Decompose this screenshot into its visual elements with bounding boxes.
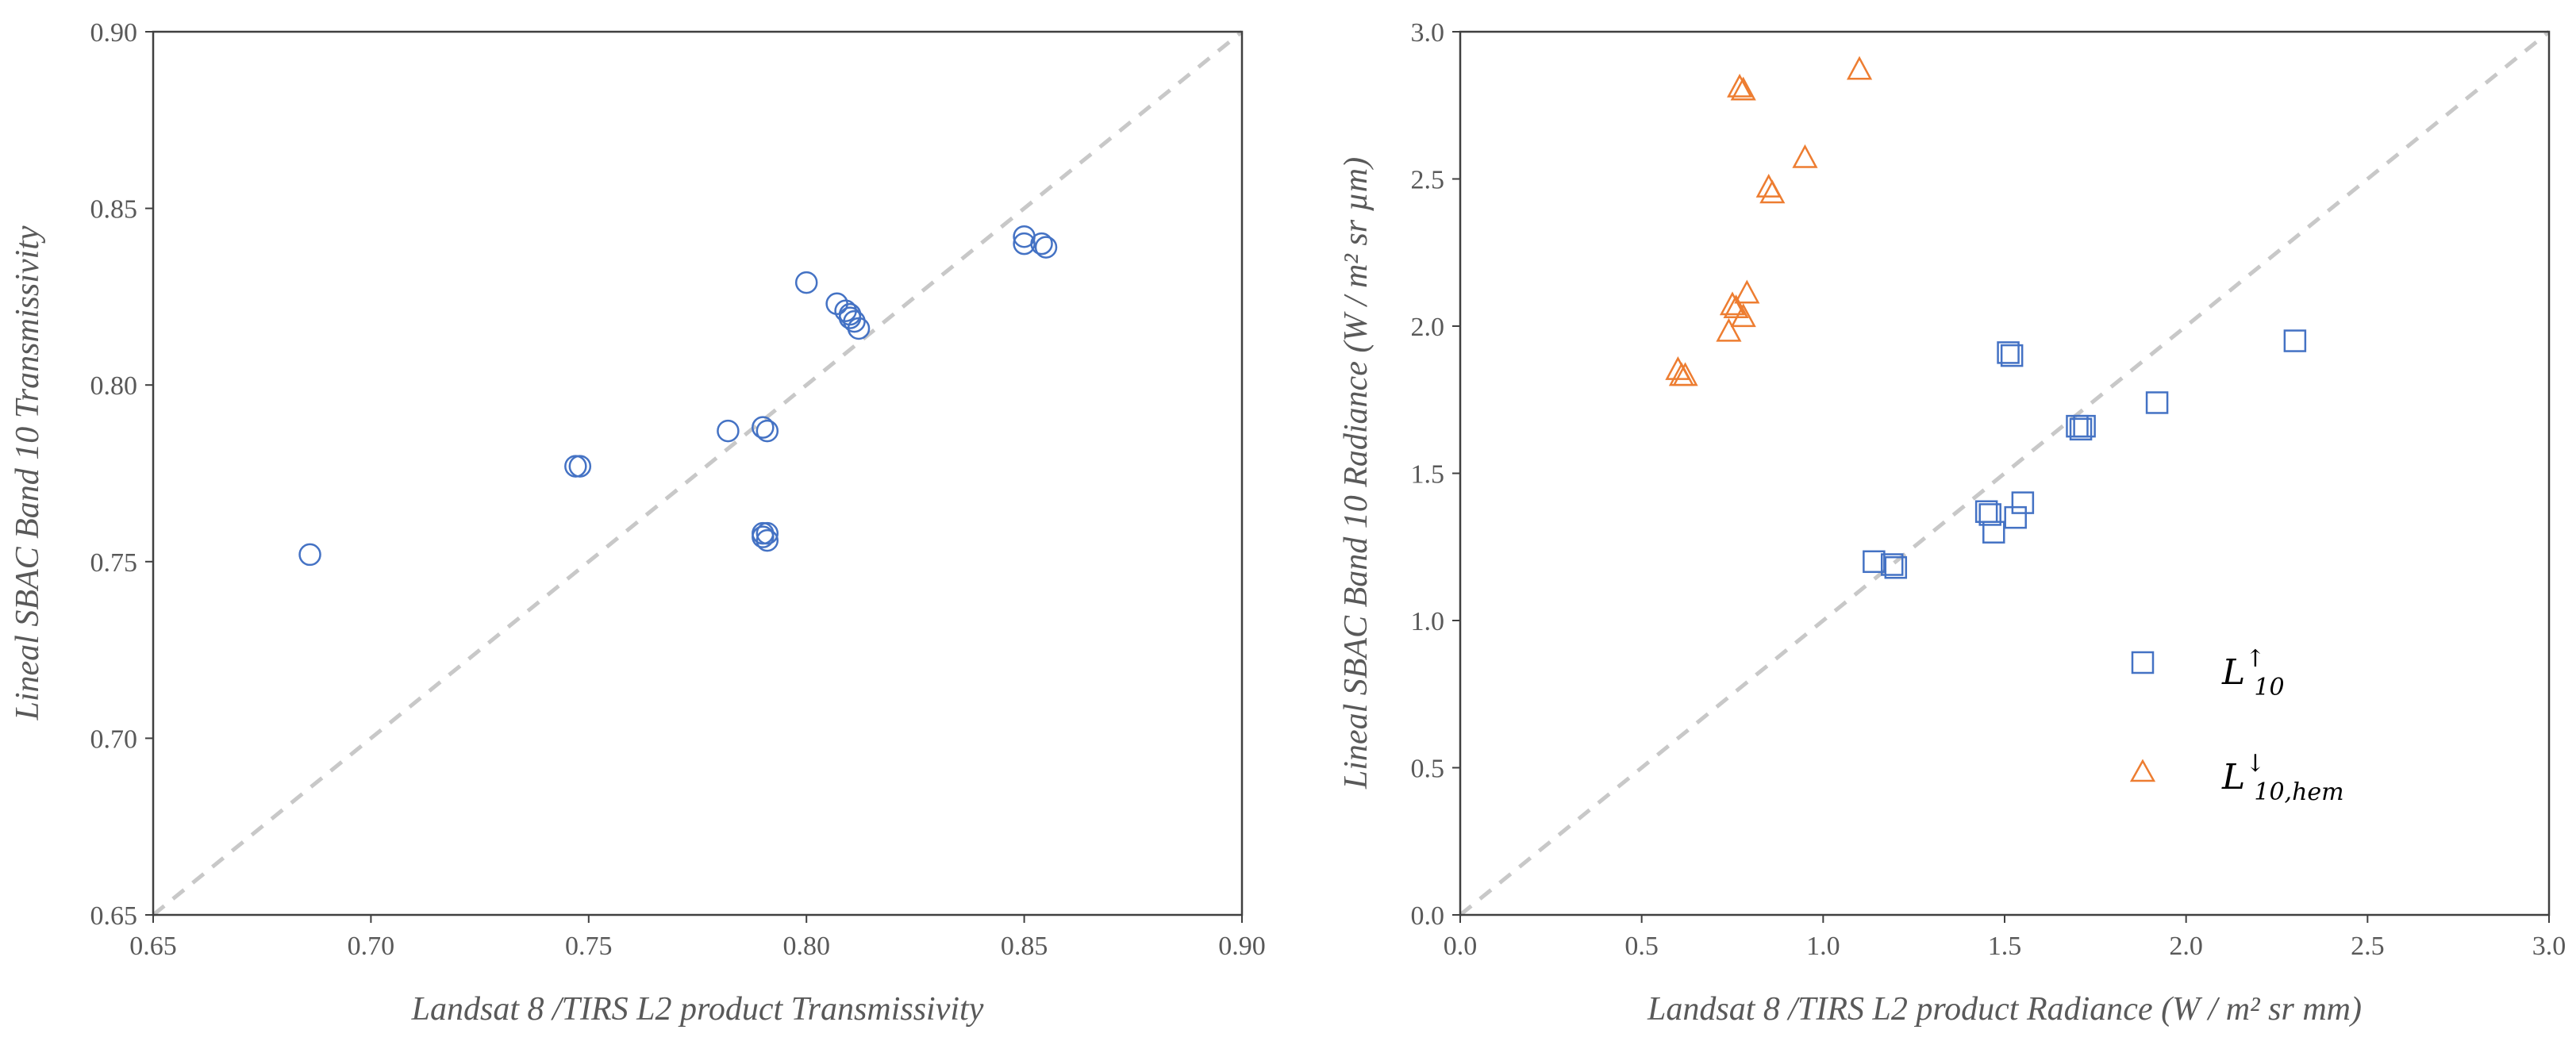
data-point-triangle bbox=[1727, 73, 1753, 98]
data-point-circle bbox=[755, 521, 779, 545]
data-point-triangle bbox=[1792, 144, 1818, 168]
y-tick-label: 1.0 bbox=[1411, 607, 1445, 636]
plot-frame bbox=[152, 30, 1244, 916]
x-tick-label: 2.0 bbox=[2169, 932, 2203, 961]
data-points bbox=[1665, 56, 2307, 579]
data-point-square bbox=[1982, 521, 2005, 544]
data-point-triangle bbox=[1672, 362, 1698, 386]
x-tick-group: 0.65 0.70 0.75 0.80 0.85 0.90 bbox=[129, 915, 1266, 961]
data-point-triangle bbox=[1846, 56, 1873, 80]
data-point-square bbox=[2000, 344, 2024, 367]
data-point-triangle bbox=[1730, 76, 1756, 101]
x-tick-label: 1.0 bbox=[1806, 932, 1840, 961]
x-tick-label: 0.75 bbox=[565, 932, 613, 961]
data-point-circle bbox=[564, 455, 587, 478]
data-point-circle bbox=[717, 419, 740, 443]
data-point-circle bbox=[1013, 232, 1036, 256]
data-point-circle bbox=[755, 419, 779, 443]
x-tick-label: 0.80 bbox=[782, 932, 830, 961]
y-axis-title: Lineal SBAC Band 10 Radiance (W / m² sr … bbox=[1338, 157, 1375, 790]
y-tick-group: 0.0 0.5 1.0 1.5 2.0 2.5 3.0 bbox=[1411, 18, 1460, 931]
x-tick-label: 0.5 bbox=[1624, 932, 1659, 961]
x-tick-label: 0.70 bbox=[348, 932, 395, 961]
y-tick-label: 2.5 bbox=[1411, 166, 1445, 195]
y-tick-group: 0.65 0.70 0.75 0.80 0.85 0.90 bbox=[90, 18, 153, 931]
data-point-circle bbox=[752, 525, 775, 548]
x-axis-title: Landsat 8 /TIRS L2 product Radiance (W /… bbox=[1647, 991, 2362, 1028]
data-point-square bbox=[2004, 505, 2027, 529]
data-point-circle bbox=[568, 455, 592, 478]
legend-marker-triangle bbox=[2129, 759, 2156, 782]
data-point-circle bbox=[794, 271, 818, 294]
legend: L↑ 10 L↓ 10,hem bbox=[2129, 645, 2344, 806]
y-tick-label: 0.70 bbox=[90, 724, 138, 754]
y-tick-label: 0.90 bbox=[90, 18, 138, 48]
data-point-square bbox=[1997, 341, 2020, 364]
data-point-circle bbox=[298, 543, 321, 567]
data-point-square bbox=[2283, 329, 2307, 352]
data-point-square bbox=[2069, 417, 2093, 441]
data-point-triangle bbox=[1734, 279, 1760, 304]
y-tick-label: 0.0 bbox=[1411, 901, 1445, 931]
data-point-circle bbox=[1030, 232, 1053, 256]
legend-label-up: L↑ 10 bbox=[2221, 645, 2285, 701]
data-point-circle bbox=[755, 528, 779, 552]
data-point-square bbox=[1978, 503, 2001, 526]
x-axis-title: Landsat 8 /TIRS L2 product Transmissivit… bbox=[411, 991, 984, 1028]
data-point-circle bbox=[752, 416, 775, 439]
data-point-circle bbox=[843, 309, 866, 333]
y-tick-label: 0.80 bbox=[90, 371, 138, 401]
data-point-triangle bbox=[1716, 317, 1742, 342]
data-point-square bbox=[2073, 414, 2096, 438]
x-tick-label: 0.85 bbox=[1001, 932, 1048, 961]
x-tick-label: 1.5 bbox=[1988, 932, 2022, 961]
data-point-square bbox=[1880, 553, 1904, 576]
data-point-square bbox=[2011, 491, 2035, 514]
data-point-circle bbox=[1034, 236, 1058, 259]
y-tick-label: 0.5 bbox=[1411, 755, 1445, 784]
transmissivity-chart: 0.65 0.70 0.75 0.80 0.85 0.90 0.65 0.70 0.75 0.8… bbox=[10, 18, 1266, 1028]
x-tick-group: 0.0 0.5 1.0 1.5 2.0 2.5 3.0 bbox=[1444, 915, 2566, 961]
legend-marker-square bbox=[2131, 651, 2155, 674]
y-tick-label: 0.65 bbox=[90, 901, 138, 931]
radiance-chart: 0.0 0.5 1.0 1.5 2.0 2.5 3.0 0.0 0.5 1.0 1.5 2.0 2.5… bbox=[1338, 18, 2566, 1028]
y-tick-label: 0.75 bbox=[90, 548, 138, 578]
data-point-triangle bbox=[1755, 173, 1782, 198]
data-point-square bbox=[1884, 555, 1908, 579]
data-point-square bbox=[1863, 550, 1886, 574]
x-tick-label: 2.5 bbox=[2351, 932, 2385, 961]
x-tick-label: 0.65 bbox=[129, 932, 177, 961]
y-tick-label: 1.5 bbox=[1411, 460, 1445, 490]
x-tick-label: 0.0 bbox=[1444, 932, 1478, 961]
x-tick-label: 3.0 bbox=[2532, 932, 2566, 961]
y-tick-label: 0.85 bbox=[90, 195, 138, 225]
data-point-triangle bbox=[1719, 291, 1746, 316]
y-tick-label: 3.0 bbox=[1411, 18, 1445, 48]
data-point-triangle bbox=[1730, 303, 1756, 328]
data-point-circle bbox=[847, 317, 871, 340]
y-tick-label: 2.0 bbox=[1411, 313, 1445, 342]
legend-label-down: L↓ 10,hem bbox=[2221, 750, 2344, 806]
y-axis-title: Lineal SBAC Band 10 Transmissivity bbox=[10, 225, 46, 720]
x-tick-label: 0.90 bbox=[1218, 932, 1266, 961]
data-point-square bbox=[2145, 391, 2169, 414]
data-point-triangle bbox=[1759, 179, 1786, 204]
identity-line bbox=[1459, 30, 2551, 916]
data-points bbox=[298, 225, 1058, 567]
identity-line bbox=[152, 30, 1244, 916]
